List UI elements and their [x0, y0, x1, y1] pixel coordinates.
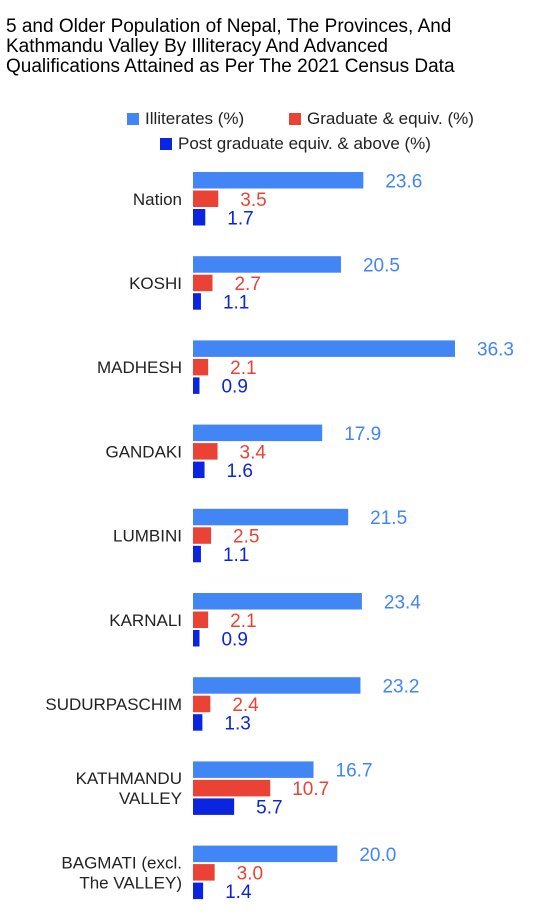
bar-s3-c7 [193, 714, 203, 731]
data-label-s3-c9: 1.4 [225, 882, 252, 903]
bar-s1-c4 [193, 424, 323, 442]
bar-s2-c6 [193, 611, 209, 628]
data-label-s2-c2: 2.7 [234, 274, 260, 295]
data-label-s3-c3: 0.9 [221, 377, 247, 398]
data-label-s1-c8: 16.7 [336, 761, 373, 782]
legend-label-1: Illiterates (%) [145, 109, 244, 128]
legend-swatch-3 [160, 138, 172, 150]
bar-s2-c2 [193, 274, 213, 292]
data-label-s2-c8: 10.7 [292, 779, 329, 800]
bar-s3-c5 [193, 545, 201, 563]
bar-s1-c6 [193, 593, 362, 610]
data-label-s2-c4: 3.4 [240, 442, 267, 463]
data-label-s2-c6: 2.1 [230, 611, 256, 632]
legend-label-3: Post graduate equiv. & above (%) [178, 134, 431, 153]
category-label-6: KARNALI [109, 611, 182, 630]
data-label-s2-c1: 3.5 [240, 190, 266, 211]
data-label-s3-c2: 1.1 [223, 292, 249, 313]
bar-s2-c7 [193, 695, 211, 713]
data-label-s1-c4: 17.9 [344, 424, 381, 445]
data-label-s3-c4: 1.6 [227, 461, 253, 482]
data-label-s2-c9: 3.0 [237, 863, 263, 884]
data-label-s2-c7: 2.4 [232, 695, 259, 716]
data-label-s2-c3: 2.1 [230, 358, 256, 379]
chart-legend: Illiterates (%) Graduate & equiv. (%) Post… [127, 109, 474, 153]
data-label-s2-c5: 2.5 [233, 527, 259, 548]
bar-s2-c9 [193, 864, 215, 881]
data-label-s1-c7: 23.2 [382, 676, 419, 697]
category-label-2: KOSHI [129, 274, 182, 293]
chart-title-line-2: Kathmandu Valley By Illiteracy And Advan… [6, 36, 388, 57]
category-label-5: LUMBINI [113, 527, 182, 546]
bar-s3-c2 [193, 293, 201, 310]
plot-area: Nation23.63.51.7KOSHI20.52.71.1MADHESH36… [45, 171, 514, 903]
chart-title: 5 and Older Population of Nepal, The Pro… [6, 17, 554, 77]
data-label-s3-c6: 0.9 [221, 629, 247, 650]
data-label-s1-c5: 21.5 [370, 508, 407, 529]
bar-s1-c5 [193, 508, 349, 526]
bar-s3-c8 [193, 798, 235, 815]
bar-s3-c1 [193, 209, 206, 226]
data-label-s3-c8: 5.7 [256, 798, 282, 819]
legend-swatch-1 [127, 113, 139, 125]
data-label-s3-c7: 1.3 [224, 713, 250, 734]
data-label-s3-c1: 1.7 [227, 208, 253, 229]
category-label-7: SUDURPASCHIM [45, 695, 182, 714]
category-label-3: MADHESH [97, 358, 182, 377]
bar-s2-c1 [193, 190, 219, 207]
chart-title-line-1: 5 and Older Population of Nepal, The Pro… [6, 16, 452, 37]
bar-s2-c8 [193, 779, 271, 797]
data-label-s1-c1: 23.6 [385, 171, 422, 192]
bar-s3-c6 [193, 630, 200, 647]
chart-title-line-3: Qualifications Attained as Per The 2021 … [6, 56, 455, 77]
data-label-s1-c6: 23.4 [384, 592, 421, 613]
data-label-s3-c5: 1.1 [223, 545, 249, 566]
bar-s1-c1 [193, 172, 364, 189]
bar-s2-c3 [193, 358, 209, 376]
bar-s2-c4 [193, 443, 218, 460]
bar-s1-c8 [193, 761, 314, 778]
bar-s3-c4 [193, 461, 205, 479]
bar-s3-c9 [193, 882, 204, 900]
data-label-s1-c3: 36.3 [477, 340, 514, 361]
bar-s1-c3 [193, 340, 455, 357]
category-label-9: BAGMATI (excl. The VALLEY) [61, 853, 182, 892]
category-label-1: Nation [133, 190, 182, 209]
bar-s2-c5 [193, 527, 212, 544]
bar-s3-c3 [193, 377, 200, 394]
legend-label-2: Graduate & equiv. (%) [307, 109, 474, 128]
bar-s1-c7 [193, 677, 361, 694]
category-label-8: KATHMANDU VALLEY [76, 769, 182, 808]
legend-swatch-2 [289, 113, 301, 125]
bar-s1-c2 [193, 256, 341, 273]
category-label-4: GANDAKI [105, 442, 182, 461]
data-label-s1-c2: 20.5 [363, 255, 400, 276]
bar-s1-c9 [193, 845, 338, 863]
data-label-s1-c9: 20.0 [359, 845, 396, 866]
